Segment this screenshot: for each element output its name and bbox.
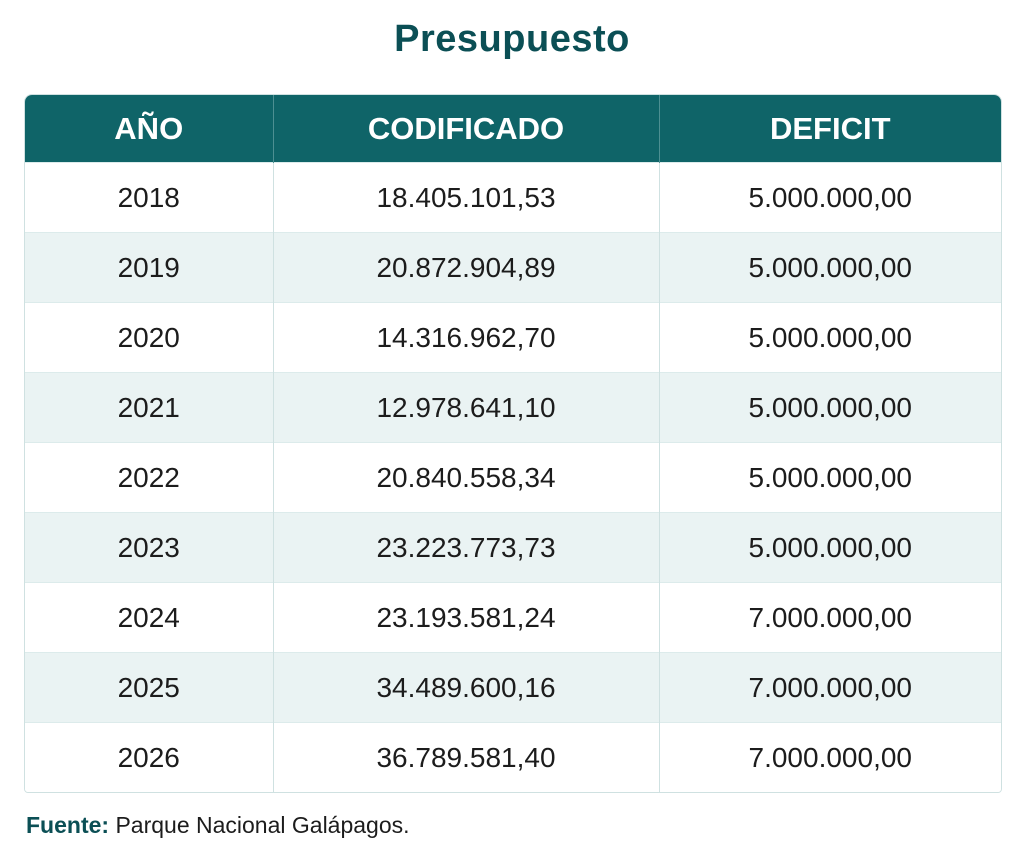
cell-year: 2023 — [25, 512, 274, 583]
table-title: Presupuesto — [394, 18, 630, 60]
table-header-row: AÑO CODIFICADO DEFICIT — [25, 95, 1001, 163]
cell-codificado: 12.978.641,10 — [273, 372, 660, 443]
table-row: 2024 23.193.581,24 7.000.000,00 — [25, 582, 1001, 653]
cell-year: 2025 — [25, 652, 274, 723]
column-header-year: AÑO — [25, 95, 274, 163]
table-row: 2026 36.789.581,40 7.000.000,00 — [25, 722, 1001, 792]
column-header-deficit: DEFICIT — [659, 95, 1001, 163]
cell-deficit: 7.000.000,00 — [659, 582, 1001, 653]
table-row: 2023 23.223.773,73 5.000.000,00 — [25, 512, 1001, 583]
cell-year: 2019 — [25, 232, 274, 303]
cell-year: 2020 — [25, 302, 274, 373]
cell-codificado: 20.840.558,34 — [273, 442, 660, 513]
cell-deficit: 5.000.000,00 — [659, 442, 1001, 513]
cell-deficit: 5.000.000,00 — [659, 372, 1001, 443]
table-row: 2021 12.978.641,10 5.000.000,00 — [25, 372, 1001, 443]
budget-table: AÑO CODIFICADO DEFICIT 2018 18.405.101,5… — [24, 94, 1002, 793]
cell-codificado: 14.316.962,70 — [273, 302, 660, 373]
cell-codificado: 34.489.600,16 — [273, 652, 660, 723]
source-text: Parque Nacional Galápagos. — [115, 812, 410, 838]
cell-deficit: 5.000.000,00 — [659, 232, 1001, 303]
cell-deficit: 5.000.000,00 — [659, 162, 1001, 233]
cell-year: 2018 — [25, 162, 274, 233]
table-row: 2018 18.405.101,53 5.000.000,00 — [25, 162, 1001, 233]
cell-codificado: 36.789.581,40 — [273, 722, 660, 792]
cell-codificado: 23.223.773,73 — [273, 512, 660, 583]
cell-year: 2021 — [25, 372, 274, 443]
source-label: Fuente: — [26, 812, 110, 838]
table-row: 2025 34.489.600,16 7.000.000,00 — [25, 652, 1001, 723]
cell-codificado: 23.193.581,24 — [273, 582, 660, 653]
cell-deficit: 7.000.000,00 — [659, 722, 1001, 792]
cell-deficit: 7.000.000,00 — [659, 652, 1001, 723]
cell-year: 2022 — [25, 442, 274, 513]
table-row: 2019 20.872.904,89 5.000.000,00 — [25, 232, 1001, 303]
source-note: Fuente: Parque Nacional Galápagos. — [26, 812, 410, 839]
cell-year: 2026 — [25, 722, 274, 792]
cell-codificado: 18.405.101,53 — [273, 162, 660, 233]
cell-deficit: 5.000.000,00 — [659, 302, 1001, 373]
cell-codificado: 20.872.904,89 — [273, 232, 660, 303]
column-header-codificado: CODIFICADO — [273, 95, 660, 163]
cell-deficit: 5.000.000,00 — [659, 512, 1001, 583]
table-row: 2020 14.316.962,70 5.000.000,00 — [25, 302, 1001, 373]
cell-year: 2024 — [25, 582, 274, 653]
table-row: 2022 20.840.558,34 5.000.000,00 — [25, 442, 1001, 513]
